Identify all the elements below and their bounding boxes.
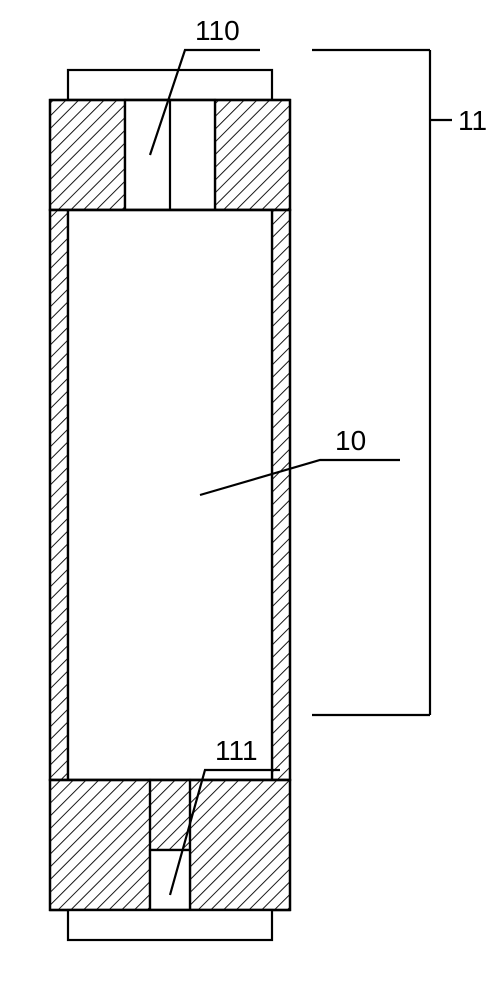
bottom-cap [68,910,272,940]
lower-hatch-above [150,780,190,850]
label-110: 110 [195,15,240,46]
lower-hatch-right [190,780,290,910]
body-wall-right [272,210,290,780]
engineering-diagram: 1101011111 [0,0,502,1000]
upper-hatch-right [215,100,290,210]
upper-hatch-left [50,100,125,210]
label-111: 111 [215,735,258,766]
body-cavity [68,210,272,780]
label-11: 11 [458,105,487,136]
lower-hatch-left [50,780,150,910]
lower-slot [150,850,190,910]
label-10: 10 [335,425,366,456]
body-wall-left [50,210,68,780]
